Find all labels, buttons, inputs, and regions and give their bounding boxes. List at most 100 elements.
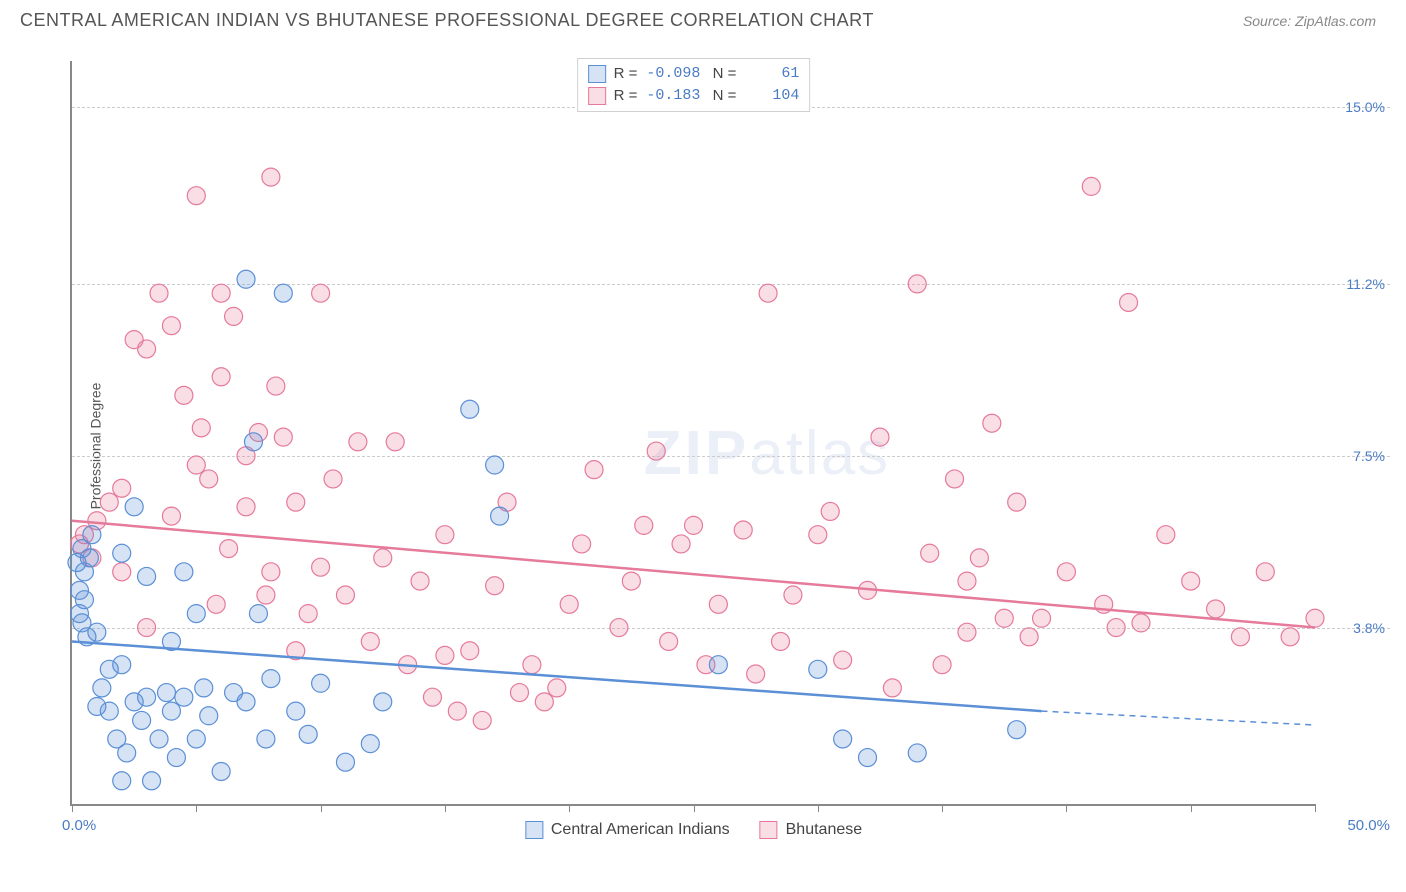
chart-title: CENTRAL AMERICAN INDIAN VS BHUTANESE PRO… (20, 10, 874, 31)
data-point (672, 535, 690, 553)
data-point (312, 674, 330, 692)
data-point (685, 516, 703, 534)
data-point (262, 168, 280, 186)
data-point (983, 414, 1001, 432)
data-point (1082, 177, 1100, 195)
data-point (1107, 619, 1125, 637)
data-point (207, 595, 225, 613)
data-point (834, 730, 852, 748)
data-point (361, 735, 379, 753)
swatch-bhu-icon (760, 821, 778, 839)
data-point (883, 679, 901, 697)
data-point (100, 702, 118, 720)
data-point (212, 284, 230, 302)
x-tick (196, 804, 197, 812)
data-point (267, 377, 285, 395)
swatch-bhu (588, 87, 606, 105)
data-point (461, 642, 479, 660)
data-point (374, 549, 392, 567)
x-tick (569, 804, 570, 812)
legend-item-cai: Central American Indians (525, 821, 730, 839)
data-point (772, 632, 790, 650)
data-point (138, 688, 156, 706)
data-point (548, 679, 566, 697)
x-tick (818, 804, 819, 812)
data-point (461, 400, 479, 418)
x-tick (72, 804, 73, 812)
data-point (336, 586, 354, 604)
x-max-label: 50.0% (1347, 817, 1390, 834)
data-point (143, 772, 161, 790)
data-point (157, 684, 175, 702)
data-point (93, 679, 111, 697)
chart-container: Professional Degree ZIPatlas 3.8%7.5%11.… (20, 36, 1390, 856)
data-point (610, 619, 628, 637)
data-point (287, 702, 305, 720)
series-legend: Central American Indians Bhutanese (525, 821, 862, 839)
data-point (83, 526, 101, 544)
data-point (200, 707, 218, 725)
data-point (237, 270, 255, 288)
data-point (138, 340, 156, 358)
data-point (192, 419, 210, 437)
data-point (1033, 609, 1051, 627)
data-point (361, 632, 379, 650)
data-point (386, 433, 404, 451)
data-point (225, 307, 243, 325)
trend-line-extrap (1042, 711, 1315, 725)
data-point (113, 563, 131, 581)
data-point (220, 540, 238, 558)
data-point (150, 730, 168, 748)
legend-item-bhu: Bhutanese (760, 821, 863, 839)
data-point (647, 442, 665, 460)
data-point (274, 428, 292, 446)
y-tick-label: 7.5% (1353, 448, 1385, 464)
data-point (349, 433, 367, 451)
data-point (535, 693, 553, 711)
x-min-label: 0.0% (62, 817, 96, 834)
data-point (138, 619, 156, 637)
data-point (523, 656, 541, 674)
data-point (237, 693, 255, 711)
data-point (411, 572, 429, 590)
data-point (113, 479, 131, 497)
data-point (374, 693, 392, 711)
data-point (125, 498, 143, 516)
x-tick (942, 804, 943, 812)
data-point (187, 456, 205, 474)
data-point (933, 656, 951, 674)
data-point (187, 187, 205, 205)
data-point (1182, 572, 1200, 590)
data-point (486, 456, 504, 474)
data-point (448, 702, 466, 720)
swatch-cai-icon (525, 821, 543, 839)
data-point (187, 605, 205, 623)
data-point (162, 702, 180, 720)
data-point (1256, 563, 1274, 581)
correlation-legend: R = -0.098 N = 61 R = -0.183 N = 104 (577, 58, 811, 112)
data-point (113, 656, 131, 674)
data-point (88, 623, 106, 641)
data-point (249, 605, 267, 623)
data-point (244, 433, 262, 451)
data-point (859, 749, 877, 767)
x-tick (1315, 804, 1316, 812)
correlation-row-2: R = -0.183 N = 104 (588, 85, 800, 107)
data-point (1020, 628, 1038, 646)
data-point (921, 544, 939, 562)
data-point (274, 284, 292, 302)
swatch-cai (588, 65, 606, 83)
chart-header: CENTRAL AMERICAN INDIAN VS BHUTANESE PRO… (10, 10, 1396, 36)
data-point (660, 632, 678, 650)
data-point (175, 563, 193, 581)
data-point (237, 498, 255, 516)
data-point (908, 744, 926, 762)
data-point (175, 688, 193, 706)
data-point (162, 317, 180, 335)
data-point (436, 526, 454, 544)
x-tick (1066, 804, 1067, 812)
data-point (257, 730, 275, 748)
data-point (491, 507, 509, 525)
data-point (809, 526, 827, 544)
data-point (312, 558, 330, 576)
